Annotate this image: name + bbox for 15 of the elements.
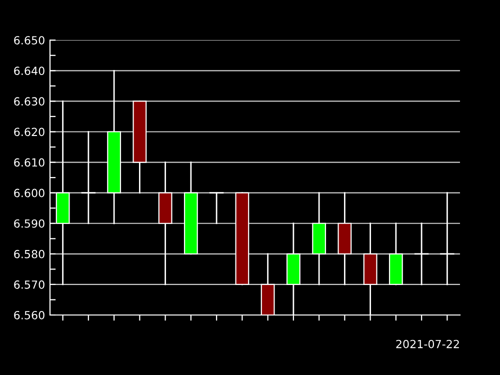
y-tick-label: 6.570 [14, 280, 44, 289]
y-tick-label: 6.600 [14, 188, 44, 198]
y-tick-label: 6.580 [14, 250, 44, 258]
candlestick [209, 192, 224, 224]
y-tick-label: 6.640 [14, 66, 44, 76]
y-tick-label: 6.610 [14, 158, 44, 167]
y-tick-label: 6.560 [14, 310, 44, 320]
candlestick [414, 222, 429, 286]
text: 2021-07-22 [396, 340, 459, 348]
candlestick [440, 192, 454, 286]
y-tick-label: 6.620 [14, 128, 44, 136]
y-tick-label: 6.630 [14, 97, 44, 106]
y-tick-label: 6.650 [14, 36, 44, 45]
y-tick-label: 6.590 [14, 219, 44, 228]
candlestick [81, 131, 96, 224]
